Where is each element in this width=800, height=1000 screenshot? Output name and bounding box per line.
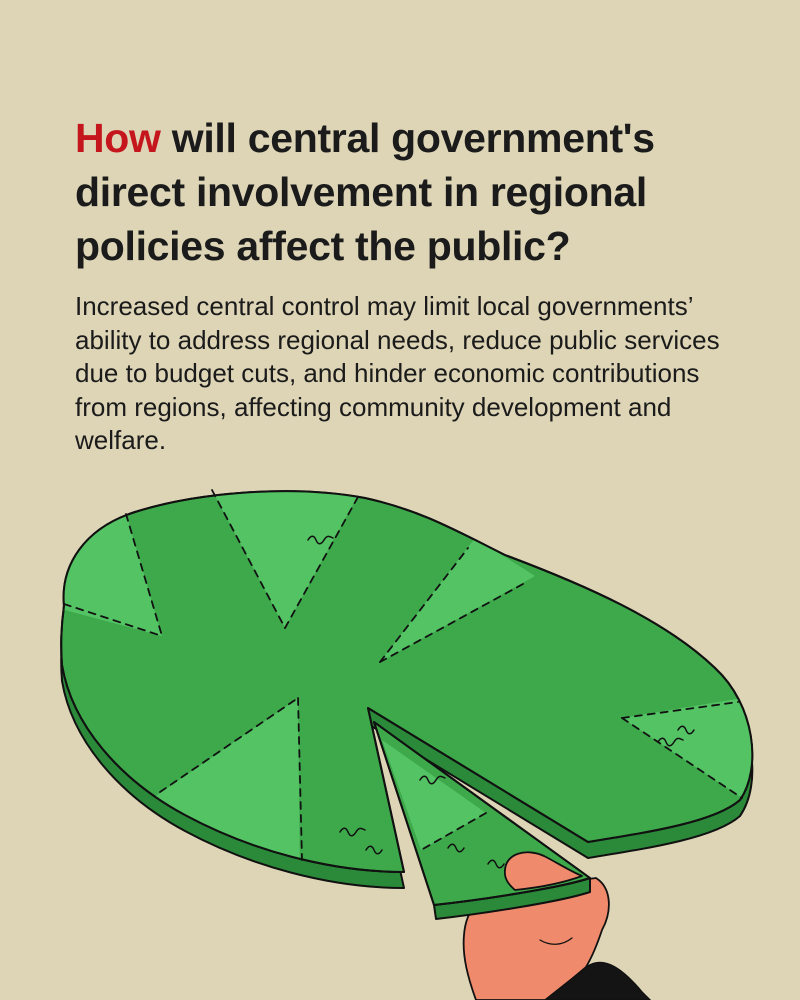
land-slice	[373, 721, 591, 906]
region-segment	[61, 496, 162, 636]
dashed-border	[379, 583, 524, 663]
dashed-border	[621, 717, 743, 799]
region-segment	[380, 538, 535, 662]
land-side	[60, 506, 754, 889]
thumb	[503, 851, 583, 891]
dashed-border	[420, 812, 487, 851]
land-top	[60, 490, 754, 873]
dashed-border	[297, 697, 303, 861]
region-borders	[63, 489, 743, 861]
grass-mark	[447, 843, 465, 853]
region-segment	[204, 491, 366, 628]
region-segment	[622, 695, 753, 810]
grass-mark	[339, 827, 366, 837]
headline-line-1: How will central government's	[75, 111, 655, 165]
headline-line-1-rest: will central government's	[171, 115, 655, 161]
slice-side	[433, 877, 591, 920]
body-line: Increased central control may limit loca…	[75, 291, 694, 321]
dashed-border	[284, 496, 359, 629]
headline: How will central government's direct inv…	[75, 111, 655, 273]
body-line: from regions, affecting community develo…	[75, 391, 672, 422]
slice-outline	[373, 721, 591, 906]
grass-mark	[677, 725, 695, 735]
headline-line-2: direct involvement in regional	[75, 169, 647, 215]
body-line: welfare.	[75, 425, 167, 455]
slice-segment	[382, 740, 486, 850]
sleeve	[543, 961, 652, 1000]
hand-crease	[539, 937, 573, 945]
body-line: due to budget cuts, and hinder economic …	[75, 358, 700, 388]
headline-line-3: policies affect the public?	[75, 223, 571, 269]
grass-mark	[657, 737, 684, 747]
grass-mark	[365, 845, 383, 855]
land-outline	[60, 490, 754, 873]
dashed-border	[379, 547, 469, 663]
dashed-border	[125, 513, 163, 637]
dashed-border	[159, 697, 299, 793]
body-line: ability to address regional needs, reduc…	[75, 324, 720, 355]
grass-mark	[487, 859, 505, 869]
dashed-border	[211, 489, 286, 629]
dashed-border	[63, 603, 163, 637]
hand	[462, 877, 610, 1000]
region-segment	[382, 740, 486, 850]
region-segments	[61, 491, 753, 872]
grass-mark	[307, 535, 334, 545]
region-segment	[150, 698, 300, 872]
dashed-border	[621, 701, 739, 719]
grass-marks	[307, 535, 695, 869]
grass-mark	[419, 775, 446, 785]
body-paragraph: Increased central control may limit loca…	[75, 290, 720, 458]
headline-highlight-word: How	[75, 115, 161, 161]
